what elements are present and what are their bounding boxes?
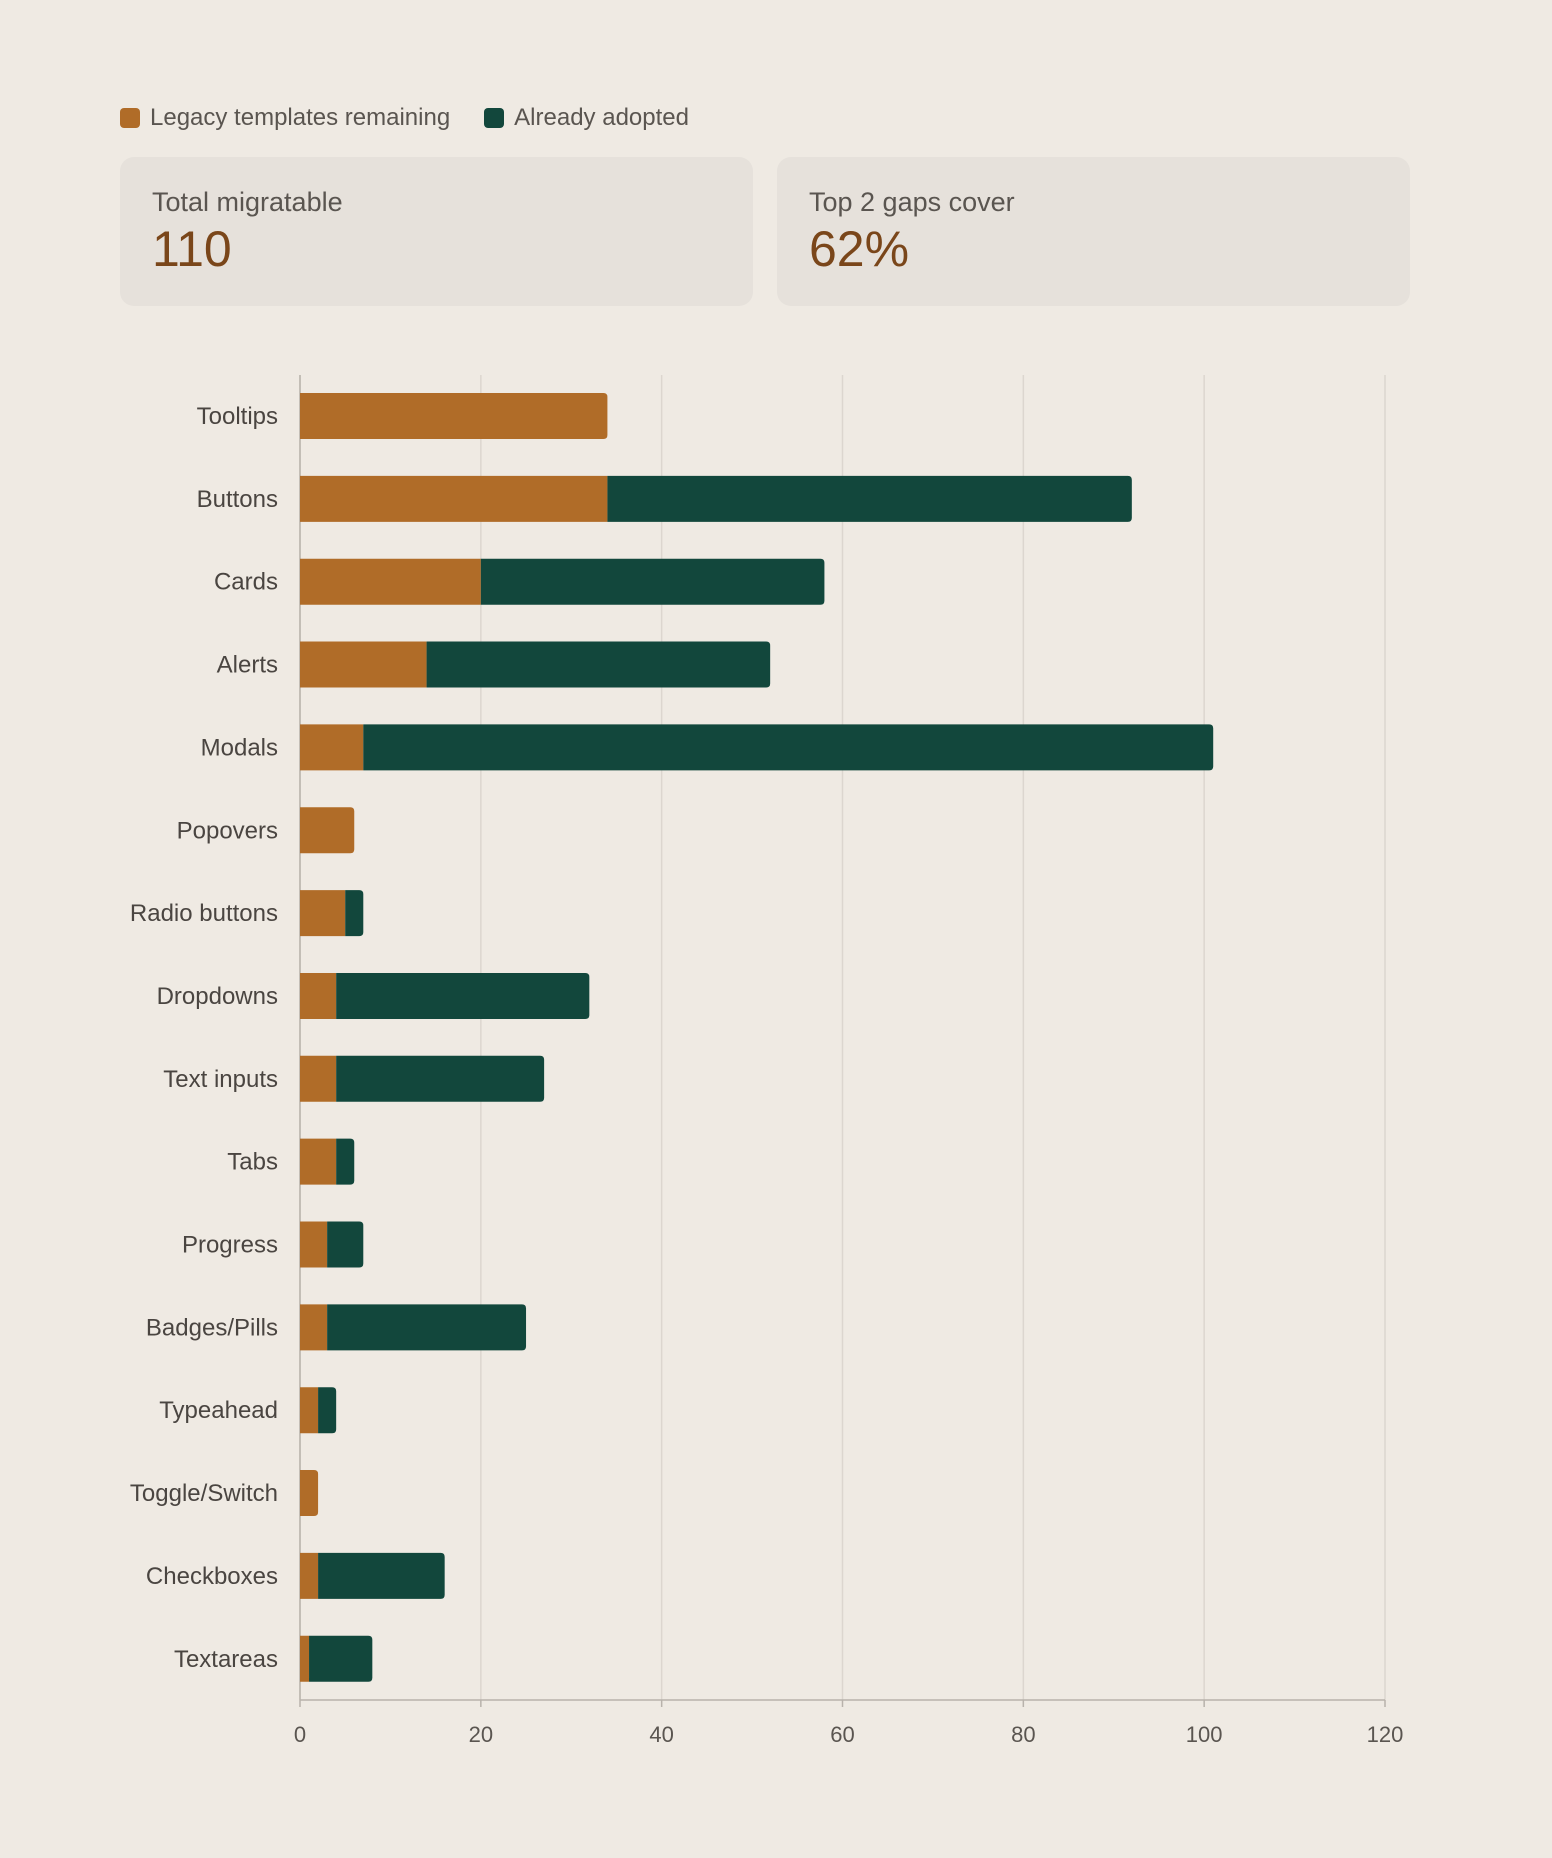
bar-textareas-legacy — [300, 1635, 310, 1682]
chart-legend: Legacy templates remaining Already adopt… — [120, 104, 689, 132]
category-label-dropdowns: Dropdowns — [157, 983, 278, 1010]
kpi-value-top-gaps: 62% — [809, 221, 910, 277]
bar-badges-pills-legacy — [300, 1304, 328, 1351]
bar-buttons-legacy — [300, 475, 608, 522]
category-label-tabs: Tabs — [227, 1149, 278, 1176]
bar-badges-pills-adopted — [327, 1304, 527, 1351]
category-label-modals: Modals — [201, 734, 278, 761]
bar-popovers-legacy — [300, 807, 355, 854]
legend-label-legacy: Legacy templates remaining — [150, 104, 451, 131]
bar-radio-buttons-adopted — [345, 890, 364, 937]
category-label-toggle-switch: Toggle/Switch — [130, 1480, 278, 1507]
tick-label-x-60: 60 — [830, 1722, 854, 1747]
category-label-popovers: Popovers — [177, 817, 278, 844]
bar-progress-legacy — [300, 1221, 328, 1268]
kpi-card-total: Total migratable 110 — [120, 157, 753, 306]
kpi-label-total: Total migratable — [152, 187, 343, 217]
bar-tabs-adopted — [336, 1138, 355, 1185]
legend-item-legacy: Legacy templates remaining — [120, 104, 450, 132]
bar-toggle-switch-legacy — [300, 1470, 319, 1517]
tick-label-x-40: 40 — [649, 1722, 673, 1747]
kpi-cards: Total migratable 110 Top 2 gaps cover 62… — [120, 157, 1410, 306]
bar-textareas-adopted — [309, 1635, 373, 1682]
bar-alerts-adopted — [426, 641, 771, 688]
bar-modals-adopted — [363, 724, 1214, 771]
bar-text-inputs-adopted — [336, 1055, 545, 1102]
bar-cards-adopted — [480, 558, 825, 605]
legend-swatch-legacy — [120, 108, 140, 128]
bar-progress-adopted — [327, 1221, 364, 1268]
bar-alerts-legacy — [300, 641, 427, 688]
tick-label-x-20: 20 — [469, 1722, 493, 1747]
bar-cards-legacy — [300, 558, 481, 605]
legend-item-adopted: Already adopted — [484, 104, 689, 132]
tick-label-x-120: 120 — [1367, 1722, 1404, 1747]
legend-label-adopted: Already adopted — [514, 104, 689, 131]
tick-label-x-100: 100 — [1186, 1722, 1223, 1747]
bar-text-inputs-legacy — [300, 1055, 337, 1102]
bar-tabs-legacy — [300, 1138, 337, 1185]
bar-buttons-adopted — [607, 475, 1132, 522]
kpi-label-top-gaps: Top 2 gaps cover — [809, 187, 1015, 217]
bar-modals-legacy — [300, 724, 364, 771]
legend-swatch-adopted — [484, 108, 505, 128]
category-label-textareas: Textareas — [174, 1646, 278, 1673]
bar-checkboxes-legacy — [300, 1552, 319, 1599]
bar-dropdowns-legacy — [300, 972, 337, 1019]
tick-label-x-80: 80 — [1011, 1722, 1035, 1747]
category-label-alerts: Alerts — [217, 652, 278, 679]
bar-tooltips-legacy — [300, 393, 608, 439]
bar-checkboxes-adopted — [318, 1552, 445, 1599]
category-label-text-inputs: Text inputs — [163, 1066, 278, 1093]
category-label-typeahead: Typeahead — [159, 1397, 278, 1424]
bar-typeahead-legacy — [300, 1387, 319, 1434]
tick-label-x-0: 0 — [294, 1722, 306, 1747]
category-label-checkboxes: Checkboxes — [146, 1563, 278, 1590]
kpi-value-total: 110 — [152, 221, 232, 277]
bar-typeahead-adopted — [318, 1387, 337, 1434]
category-label-progress: Progress — [182, 1232, 278, 1259]
category-label-cards: Cards — [214, 569, 278, 596]
kpi-card-top-gaps: Top 2 gaps cover 62% — [777, 157, 1410, 306]
category-label-badges-pills: Badges/Pills — [146, 1314, 278, 1341]
category-label-radio-buttons: Radio buttons — [130, 900, 278, 927]
category-label-tooltips: Tooltips — [197, 403, 278, 430]
bar-radio-buttons-legacy — [300, 890, 346, 937]
bar-dropdowns-adopted — [336, 972, 590, 1019]
category-label-buttons: Buttons — [197, 486, 278, 513]
